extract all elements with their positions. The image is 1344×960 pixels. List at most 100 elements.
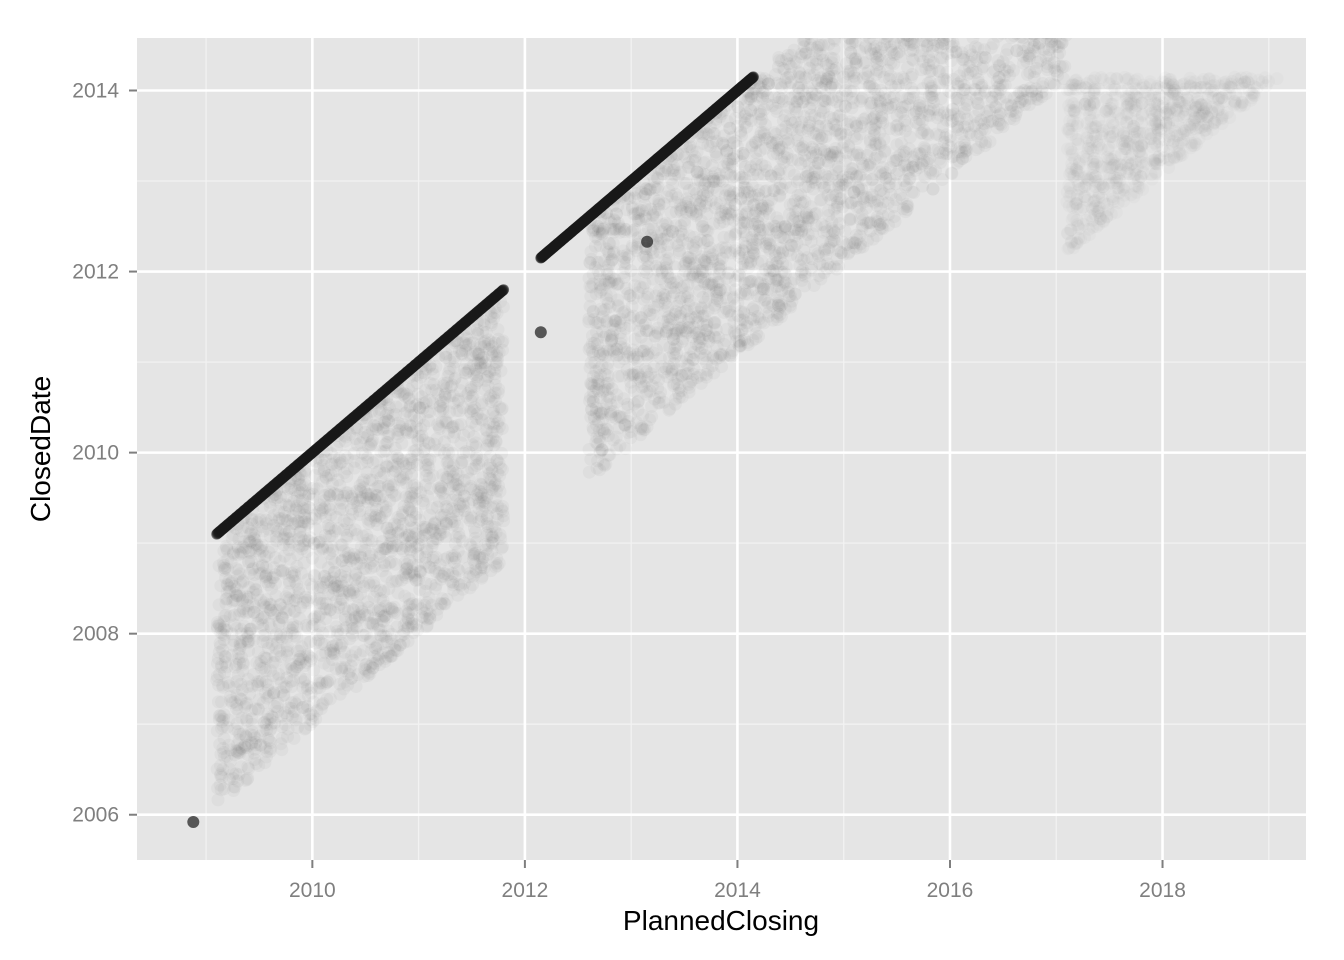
data-point — [423, 509, 436, 522]
data-point — [820, 262, 833, 275]
data-point — [1018, 23, 1031, 36]
data-point — [968, 0, 981, 1]
data-point — [904, 1, 917, 14]
data-point — [876, 0, 889, 9]
data-point — [449, 531, 462, 544]
data-point — [831, 21, 844, 34]
data-point — [330, 662, 343, 675]
data-point — [893, 19, 906, 32]
data-point — [769, 272, 782, 285]
data-point — [275, 710, 288, 723]
data-point — [1050, 0, 1063, 13]
data-point — [230, 698, 243, 711]
data-point — [844, 5, 857, 18]
data-point — [753, 227, 766, 240]
data-point — [1050, 22, 1063, 35]
data-point — [259, 570, 272, 583]
data-point — [877, 10, 890, 23]
data-point — [1060, 29, 1073, 42]
data-point — [357, 670, 370, 683]
data-point — [953, 0, 966, 11]
data-point — [926, 0, 939, 10]
data-point — [1017, 8, 1030, 21]
data-point — [231, 717, 244, 730]
data-point — [409, 511, 422, 524]
data-point — [322, 561, 335, 574]
data-point — [920, 5, 933, 18]
data-point — [1038, 26, 1051, 39]
data-point — [419, 551, 432, 564]
data-point — [901, 200, 914, 213]
data-point — [1019, 0, 1032, 12]
data-point — [977, 23, 990, 36]
data-point — [984, 0, 997, 5]
data-point — [307, 482, 320, 495]
data-point — [328, 576, 341, 589]
data-point — [884, 172, 897, 185]
data-point — [379, 416, 392, 429]
data-point — [891, 25, 904, 38]
data-point — [1024, 0, 1037, 9]
data-point — [301, 680, 314, 693]
data-point — [851, 20, 864, 33]
data-point — [849, 0, 862, 9]
data-point — [992, 18, 1005, 31]
data-point — [1052, 3, 1065, 16]
data-point — [841, 0, 854, 9]
data-point — [857, 14, 870, 27]
data-point — [788, 169, 801, 182]
data-point — [962, 15, 975, 28]
data-point — [301, 704, 314, 717]
data-point — [1027, 0, 1040, 7]
data-point — [413, 401, 426, 414]
data-point — [1054, 19, 1067, 32]
data-point — [1011, 0, 1024, 5]
data-point — [860, 0, 873, 10]
data-point — [281, 730, 294, 743]
data-point — [409, 573, 422, 586]
data-point — [839, 12, 852, 25]
data-point — [879, 10, 892, 23]
data-point — [229, 661, 242, 674]
data-point — [946, 9, 959, 22]
data-point — [383, 401, 396, 414]
data-point — [842, 0, 855, 10]
data-point — [386, 650, 399, 663]
data-point — [325, 529, 338, 542]
data-point — [349, 567, 362, 580]
data-point — [982, 4, 995, 17]
data-point — [881, 36, 894, 49]
data-point — [1009, 21, 1022, 34]
data-point — [262, 690, 275, 703]
data-point — [381, 635, 394, 648]
data-point — [784, 198, 797, 211]
data-point — [339, 565, 352, 578]
data-point — [945, 5, 958, 18]
data-point — [448, 549, 461, 562]
data-point — [1028, 10, 1041, 23]
data-point — [855, 21, 868, 34]
data-point — [460, 389, 473, 402]
data-point — [443, 405, 456, 418]
data-point — [333, 678, 346, 691]
data-point — [765, 193, 778, 206]
data-point — [1042, 12, 1055, 25]
data-point — [1022, 0, 1035, 8]
data-point — [859, 0, 872, 9]
data-point — [583, 466, 596, 479]
data-point — [987, 22, 1000, 35]
data-point — [215, 696, 228, 709]
data-point — [942, 0, 955, 13]
data-point — [683, 184, 696, 197]
data-point — [594, 286, 607, 299]
data-point — [608, 223, 621, 236]
data-point — [885, 2, 898, 15]
data-point — [256, 538, 269, 551]
data-point — [865, 26, 878, 39]
data-point — [860, 0, 873, 8]
data-point — [640, 365, 653, 378]
data-point — [442, 455, 455, 468]
data-point — [1023, 52, 1036, 65]
data-point — [983, 0, 996, 3]
